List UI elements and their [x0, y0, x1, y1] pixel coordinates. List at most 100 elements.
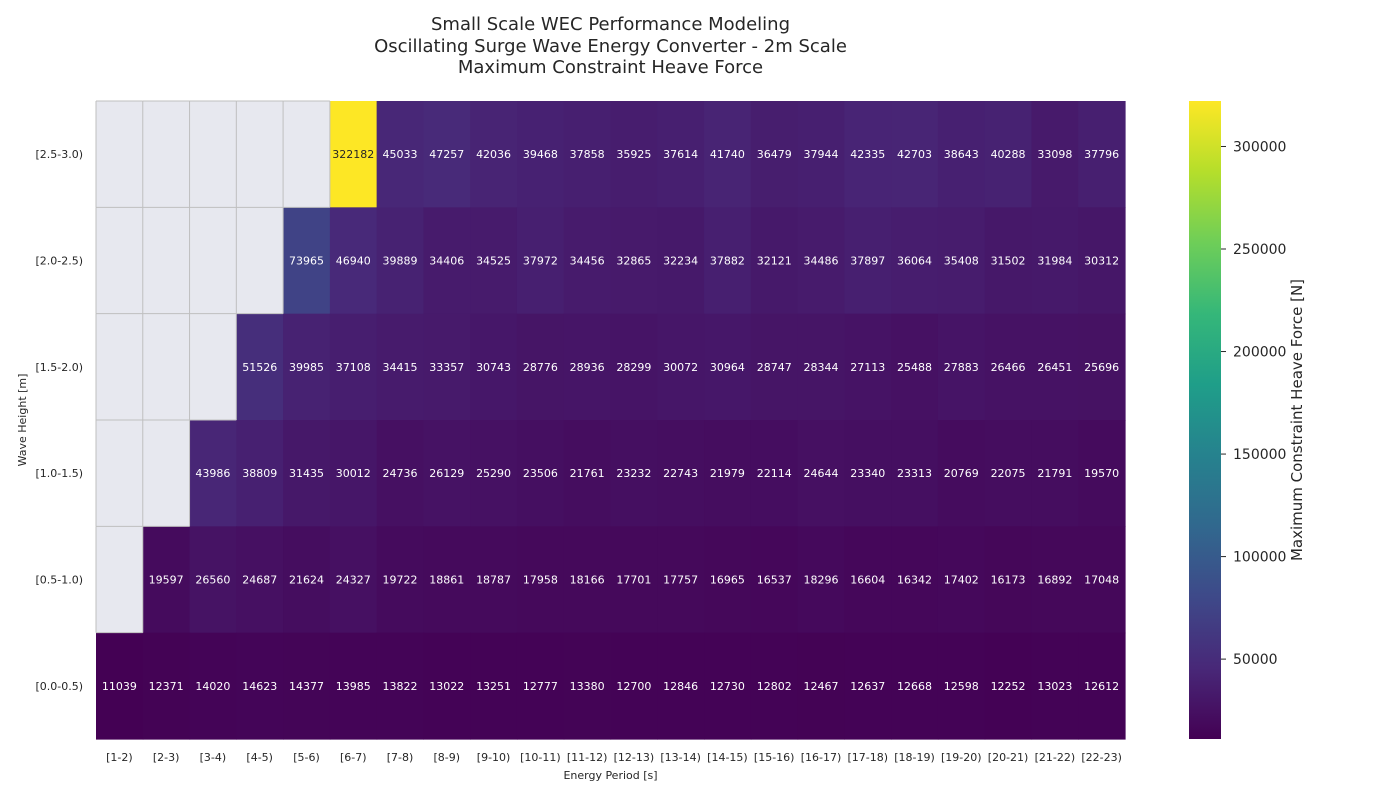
heatmap-cell-empty [236, 207, 284, 315]
x-tick-label: [2-3) [153, 751, 180, 764]
cell-value-label: 23340 [850, 467, 885, 480]
cell-value-label: 28299 [616, 361, 651, 374]
cell-value-label: 32121 [757, 255, 792, 268]
cell-value-label: 17757 [663, 574, 698, 587]
heatmap-cell [470, 420, 518, 527]
heatmap-cell [844, 420, 892, 527]
heatmap-cell [891, 526, 939, 634]
heatmap-cell [329, 101, 378, 208]
cell-value-label: 28747 [757, 361, 792, 374]
x-tick-label: [12-13) [614, 751, 655, 764]
colorbar-tick-label: 150000 [1233, 447, 1286, 463]
heatmap-cell [844, 207, 892, 315]
cell-value-label: 21791 [1037, 467, 1072, 480]
heatmap-cell [376, 420, 425, 527]
x-tick-label: [8-9) [434, 751, 461, 764]
heatmap-cell [563, 632, 612, 740]
cell-value-label: 25488 [897, 361, 932, 374]
cell-value-label: 12730 [710, 680, 745, 693]
heatmap-cell [376, 313, 425, 421]
chart-title-line-1: Small Scale WEC Performance Modeling [431, 14, 790, 35]
cell-value-label: 73965 [289, 255, 324, 268]
colorbar-tick-label: 100000 [1233, 550, 1286, 566]
cell-value-label: 24687 [242, 574, 277, 587]
cell-value-label: 41740 [710, 148, 745, 161]
heatmap-cell [236, 313, 284, 421]
heatmap-cell [563, 526, 612, 634]
heatmap-cell [984, 207, 1033, 315]
heatmap-cell [423, 313, 471, 421]
chart-title: Small Scale WEC Performance Modeling Osc… [96, 14, 1125, 79]
cell-value-label: 14020 [195, 680, 230, 693]
colorbar-tick-label: 50000 [1233, 652, 1278, 668]
heatmap-cell [376, 632, 425, 740]
heatmap-cell [423, 101, 471, 208]
cell-value-label: 33098 [1037, 148, 1072, 161]
heatmap-cell-empty [283, 101, 331, 208]
heatmap-cell-empty [142, 101, 191, 208]
heatmap-cell [329, 207, 378, 315]
cell-value-label: 27883 [944, 361, 979, 374]
heatmap-cell [797, 526, 845, 634]
cell-value-label: 13251 [476, 680, 511, 693]
cell-value-label: 37897 [850, 255, 885, 268]
heatmap-cell [797, 101, 845, 208]
heatmap-cell [1031, 632, 1079, 740]
heatmap-cell [704, 101, 752, 208]
x-tick-label: [3-4) [200, 751, 227, 764]
y-tick-label: [0.0-0.5) [35, 680, 83, 693]
x-axis-label: Energy Period [s] [563, 769, 657, 782]
heatmap-cell [563, 420, 612, 527]
cell-value-label: 22114 [757, 467, 792, 480]
heatmap-cells [95, 100, 1126, 740]
cell-value-label: 12700 [616, 680, 651, 693]
x-tick-label: [13-14) [660, 751, 701, 764]
heatmap-cell [610, 207, 658, 315]
cell-value-label: 21979 [710, 467, 745, 480]
cell-value-label: 39889 [383, 255, 418, 268]
cell-value-label: 43986 [195, 467, 230, 480]
heatmap-cell [1031, 313, 1079, 421]
colorbar-tick-label: 250000 [1233, 242, 1286, 258]
colorbar-tick-label: 300000 [1233, 139, 1286, 155]
cell-value-label: 24644 [803, 467, 838, 480]
cell-value-label: 16173 [991, 574, 1026, 587]
cell-value-label: 39468 [523, 148, 558, 161]
x-tick-label: [10-11) [520, 751, 561, 764]
heatmap-cell [937, 313, 986, 421]
heatmap-cell [236, 526, 284, 634]
heatmap-cell [1078, 313, 1126, 421]
cell-value-label: 13380 [570, 680, 605, 693]
cell-value-label: 46940 [336, 255, 371, 268]
heatmap-cell [937, 632, 986, 740]
cell-value-label: 13022 [429, 680, 464, 693]
x-tick-label: [14-15) [707, 751, 748, 764]
cell-value-label: 37858 [570, 148, 605, 161]
heatmap-cell [329, 420, 378, 527]
cell-value-label: 37944 [803, 148, 838, 161]
cell-value-label: 12598 [944, 680, 979, 693]
cell-value-label: 22743 [663, 467, 698, 480]
x-tick-label: [21-22) [1035, 751, 1076, 764]
heatmap-cell [750, 526, 799, 634]
cell-value-label: 23506 [523, 467, 558, 480]
cell-value-label: 14377 [289, 680, 324, 693]
heatmap-cell [797, 313, 845, 421]
chart-title-line-3: Maximum Constraint Heave Force [457, 57, 764, 78]
x-tick-label: [6-7) [340, 751, 367, 764]
cell-value-label: 12777 [523, 680, 558, 693]
heatmap-cell [844, 101, 892, 208]
heatmap-cell-empty [96, 313, 144, 421]
cell-value-label: 16537 [757, 574, 792, 587]
cell-value-label: 11039 [102, 680, 137, 693]
heatmap-cell [657, 632, 705, 740]
cell-value-label: 28936 [570, 361, 605, 374]
cell-value-label: 36064 [897, 255, 932, 268]
cell-value-label: 34415 [383, 361, 418, 374]
y-axis-label: Wave Height [m] [16, 374, 29, 467]
heatmap-cell [657, 420, 705, 527]
y-tick-label: [2.5-3.0) [35, 148, 83, 161]
cell-value-label: 33357 [429, 361, 464, 374]
heatmap-cell [563, 207, 612, 315]
heatmap-cell-empty [142, 207, 191, 315]
